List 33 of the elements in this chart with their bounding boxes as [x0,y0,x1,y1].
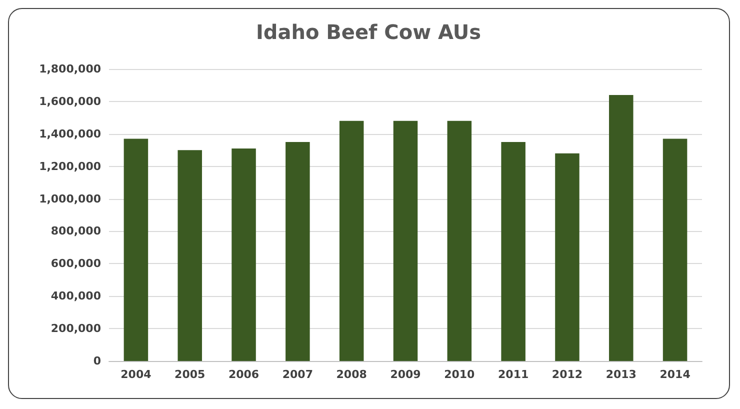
x-tick-label: 2005 [174,368,206,381]
x-tick-label: 2013 [606,368,636,381]
x-tick-label: 2007 [282,368,313,381]
x-tick-label: 2010 [444,368,476,381]
y-tick-label: 200,000 [50,322,102,336]
bar [339,120,364,361]
bar [232,148,256,361]
x-tick-label: 2014 [660,368,691,381]
x-tick-label: 2004 [120,368,152,381]
bar [124,138,148,361]
chart-title: Idaho Beef Cow AUs [256,20,482,44]
y-tick-label: 1,800,000 [39,62,102,76]
y-tick-label: 1,600,000 [39,94,102,108]
x-tick-label: 2009 [390,368,421,381]
y-tick-label: 600,000 [50,257,102,270]
bar [178,150,202,361]
bar [501,142,526,361]
bar [662,138,688,361]
y-tick-label: 1,400,000 [39,127,102,140]
y-tick-label: 0 [93,354,102,368]
bar [393,120,418,361]
y-tick-label: 400,000 [50,290,102,303]
bar [447,120,472,361]
x-tick-label: 2012 [552,368,583,381]
y-tick-label: 1,000,000 [39,192,102,206]
x-tick-label: 2008 [336,368,367,381]
bar [609,94,634,361]
bar [555,153,580,361]
bar [286,142,310,361]
x-tick-label: 2011 [498,368,529,381]
x-tick-label: 2006 [228,368,260,381]
y-tick-label: 800,000 [50,224,102,238]
y-tick-label: 1,200,000 [39,160,102,173]
